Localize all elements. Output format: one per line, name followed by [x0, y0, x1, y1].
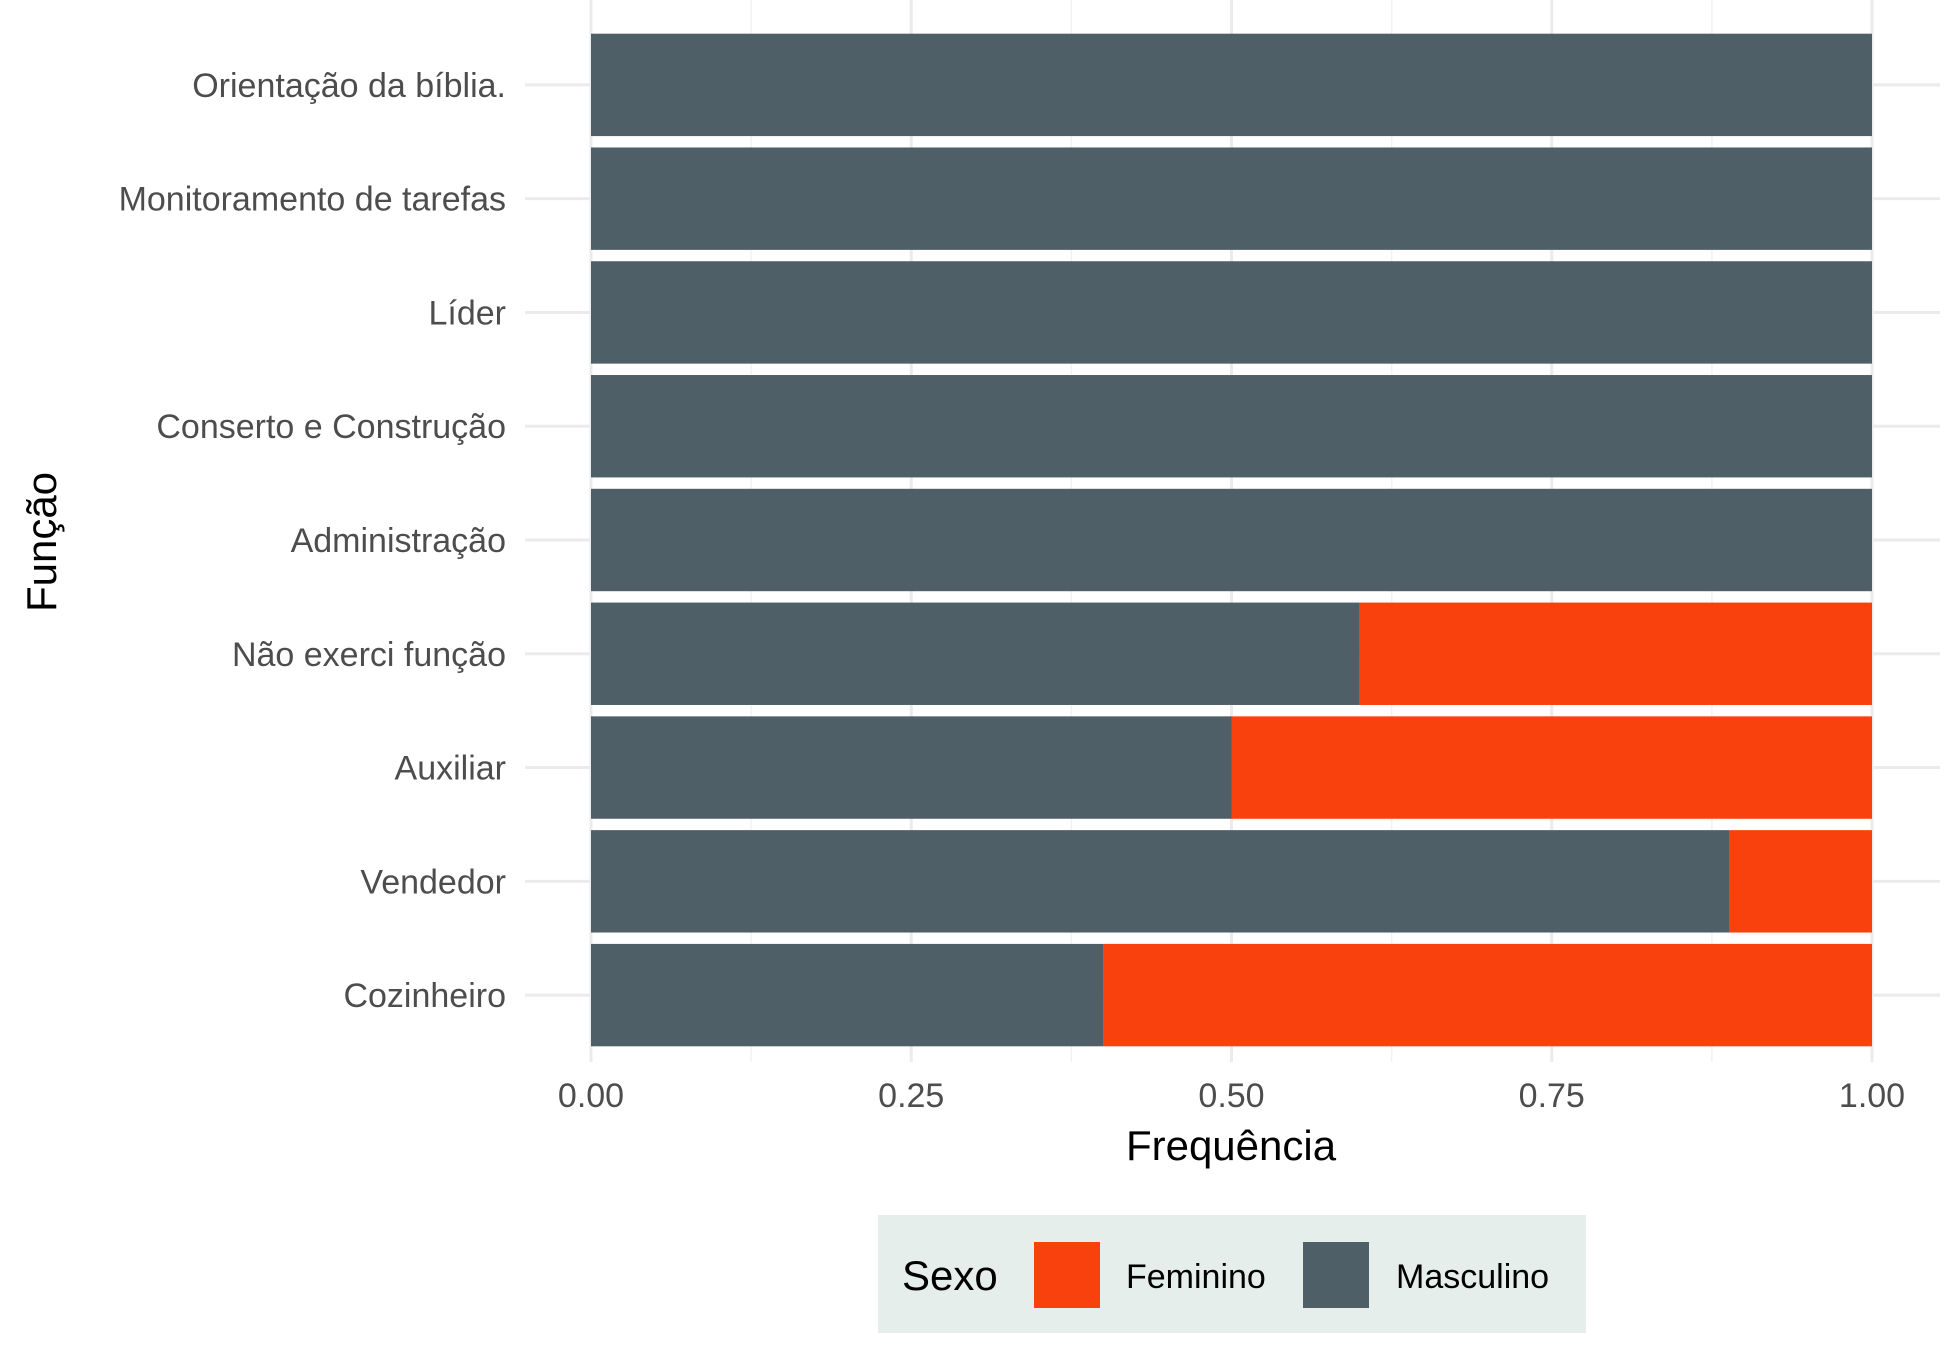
- bars-layer: [591, 33, 1872, 1047]
- legend-key-feminino: [1034, 1242, 1100, 1308]
- bar-masculino: [591, 261, 1872, 364]
- y-tick-label: Administração: [291, 522, 506, 560]
- legend-entries: Feminino Masculino: [1034, 1242, 1549, 1308]
- bar-masculino: [591, 147, 1872, 250]
- legend: Sexo Feminino Masculino: [878, 1215, 1586, 1333]
- bar-feminino: [1103, 943, 1872, 1047]
- x-tick-label: 0.75: [1519, 1077, 1585, 1115]
- bar-feminino: [1231, 716, 1872, 819]
- bar-masculino: [591, 943, 1104, 1047]
- bar-masculino: [591, 830, 1730, 933]
- y-axis-ticks: Orientação da bíblia. Monitoramento de ta…: [119, 67, 506, 1015]
- bar-feminino: [1359, 602, 1872, 705]
- bar-masculino: [591, 33, 1872, 137]
- bar-feminino: [1729, 830, 1872, 933]
- bar-masculino: [591, 375, 1872, 478]
- legend-key-masculino: [1303, 1242, 1369, 1308]
- y-tick-label: Monitoramento de tarefas: [119, 181, 506, 219]
- legend-title: Sexo: [902, 1252, 998, 1299]
- bar-masculino: [591, 488, 1872, 592]
- x-axis-title: Frequência: [1126, 1122, 1337, 1169]
- legend-label-masculino: Masculino: [1396, 1258, 1549, 1296]
- legend-background: [878, 1215, 1586, 1333]
- bar-masculino: [591, 602, 1360, 705]
- legend-label-feminino: Feminino: [1126, 1258, 1266, 1296]
- bar-masculino: [591, 716, 1232, 819]
- x-axis-ticks: 0.00 0.25 0.50 0.75 1.00: [558, 1077, 1905, 1115]
- y-tick-label: Não exerci função: [232, 636, 506, 674]
- x-tick-label: 0.25: [878, 1077, 944, 1115]
- y-tick-label: Cozinheiro: [343, 977, 506, 1015]
- x-tick-label: 0.50: [1198, 1077, 1264, 1115]
- y-tick-label: Líder: [429, 294, 507, 332]
- y-tick-label: Auxiliar: [395, 750, 506, 788]
- y-tick-label: Orientação da bíblia.: [192, 67, 506, 105]
- y-axis-title: Função: [18, 472, 65, 612]
- y-tick-label: Vendedor: [360, 863, 506, 901]
- x-tick-label: 0.00: [558, 1077, 624, 1115]
- y-tick-label: Conserto e Construção: [156, 408, 506, 446]
- x-tick-label: 1.00: [1839, 1077, 1905, 1115]
